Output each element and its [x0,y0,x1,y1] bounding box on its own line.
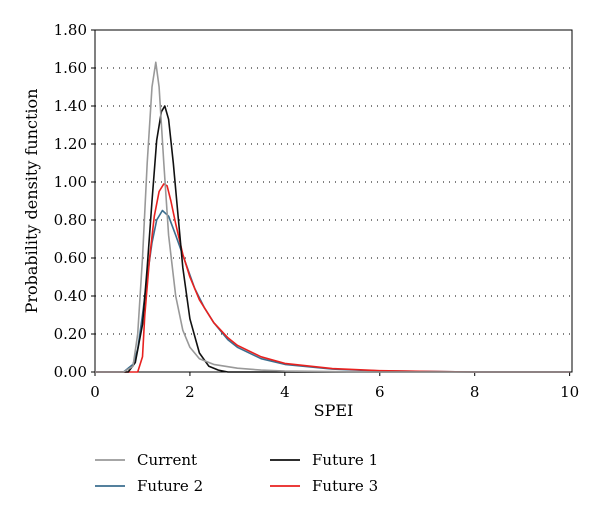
y-tick-label: 0.60 [54,249,87,267]
x-tick-label: 0 [90,383,100,401]
legend-label: Future 2 [137,477,203,495]
legend-item-current: Current [95,451,197,469]
series-line-current [95,61,570,373]
y-axis-title: Probability density function [22,89,41,314]
x-axis-ticks: 0 2 4 6 8 10 [90,372,579,401]
legend-label: Current [137,451,197,469]
legend: Current Future 2 Future 1 Future 3 [95,451,378,495]
y-tick-label: 0.40 [54,287,87,305]
y-tick-label: 1.40 [54,97,87,115]
x-tick-label: 2 [185,383,195,401]
x-tick-label: 8 [470,383,480,401]
legend-label: Future 1 [312,451,378,469]
y-tick-label: 1.20 [54,135,87,153]
y-tick-label: 0.00 [54,363,87,381]
series-line-future-2 [95,209,570,373]
series-line-future-3 [95,183,570,373]
series-lines [95,61,570,373]
y-tick-label: 0.80 [54,211,87,229]
x-tick-label: 6 [375,383,385,401]
y-tick-label: 1.80 [54,21,87,39]
y-tick-label: 0.20 [54,325,87,343]
x-tick-label: 4 [280,383,290,401]
y-axis-ticks: 0.00 0.20 0.40 0.60 0.80 1.00 1.20 1.40 1.60 1.80 [54,21,95,381]
x-axis-title: SPEI [314,401,354,420]
legend-item-future-3: Future 3 [270,477,378,495]
x-tick-label: 10 [560,383,579,401]
legend-label: Future 3 [312,477,378,495]
y-tick-label: 1.00 [54,173,87,191]
y-tick-label: 1.60 [54,59,87,77]
legend-item-future-2: Future 2 [95,477,203,495]
legend-item-future-1: Future 1 [270,451,378,469]
series-line-future-1 [95,105,570,373]
